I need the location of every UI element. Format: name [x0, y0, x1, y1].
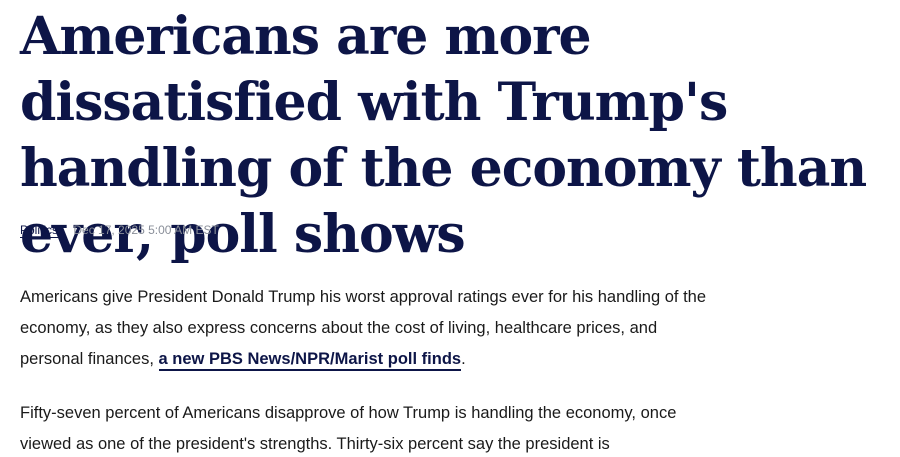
paragraph-1-end: . [461, 350, 466, 368]
publish-date: Dec 17, 2025 5:00 AM EST [73, 223, 219, 237]
poll-source-link[interactable]: a new PBS News/NPR/Marist poll finds [158, 350, 462, 371]
article-headline: Americans are more dissatisfied with Tru… [20, 6, 867, 265]
article-meta: Politics Dec 17, 2025 5:00 AM EST [20, 222, 219, 238]
body-paragraph-2: Fifty-seven percent of Americans disappr… [20, 404, 677, 453]
body-paragraph-1: Americans give President Donald Trump hi… [20, 282, 720, 375]
paragraph-1-text: Americans give President Donald Trump hi… [20, 288, 707, 368]
section-link-politics[interactable]: Politics [20, 223, 59, 237]
